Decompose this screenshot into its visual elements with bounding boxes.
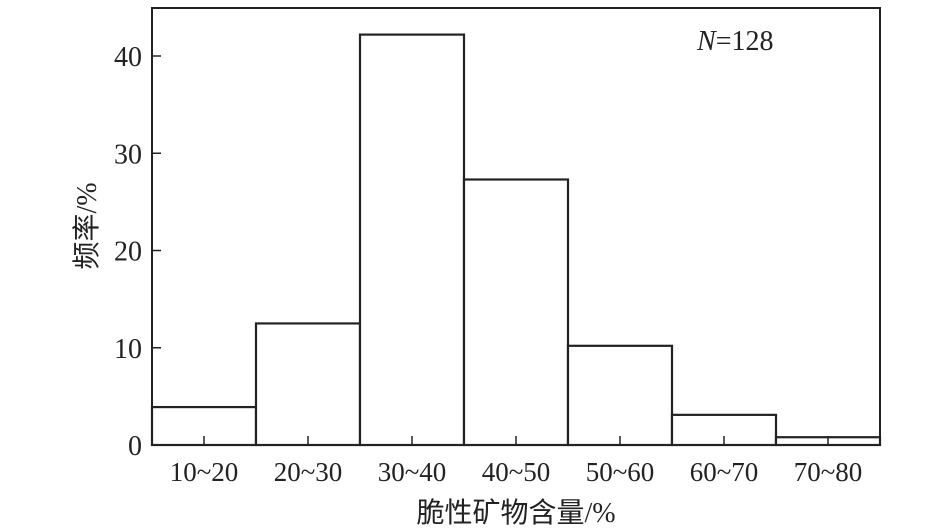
x-tick-label: 10~20 (170, 457, 239, 487)
x-ticks-group: 10~20 20~30 30~40 40~50 50~60 60~70 70~80 (170, 436, 863, 487)
bar-50~60 (566, 344, 674, 447)
x-tick-label: 70~80 (794, 457, 863, 487)
bars-group (150, 33, 882, 447)
y-tick-label: 20 (114, 237, 142, 268)
y-tick-label: 0 (128, 431, 142, 462)
x-tick-label: 50~60 (586, 457, 655, 487)
bar-20~30 (254, 322, 362, 447)
x-tick-label: 40~50 (482, 457, 551, 487)
x-tick-label: 60~70 (690, 457, 759, 487)
y-axis-label: 频率/% (71, 182, 103, 269)
bar-30~40 (358, 33, 466, 447)
x-tick-label: 30~40 (378, 457, 447, 487)
sample-size-annotation: N=128 (696, 26, 773, 57)
n-value: =128 (716, 26, 774, 57)
y-tick-label: 30 (114, 139, 142, 170)
y-ticks-group: 0 10 20 30 40 (114, 42, 161, 462)
y-tick-label: 40 (114, 42, 142, 73)
plot-frame (151, 7, 881, 446)
y-tick-label: 10 (114, 334, 142, 365)
x-tick-label: 20~30 (274, 457, 343, 487)
n-symbol: N (696, 26, 717, 57)
x-axis-label: 脆性矿物含量/% (416, 497, 615, 529)
bar-40~50 (462, 178, 570, 447)
